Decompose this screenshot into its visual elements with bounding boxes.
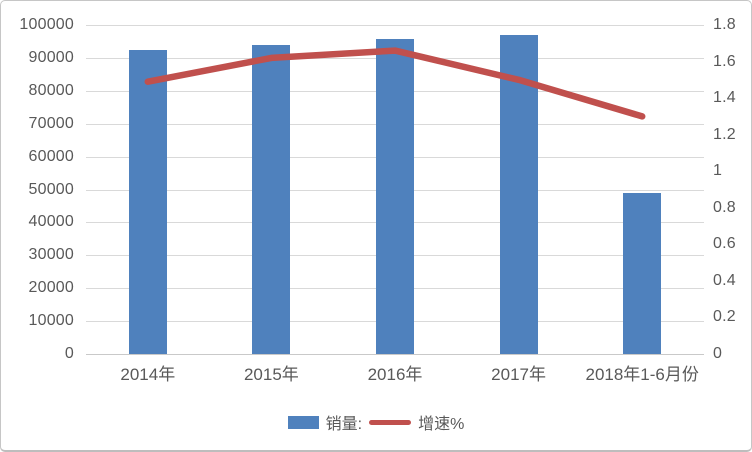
x-axis-line [86, 354, 704, 355]
right-axis-tick: 0.4 [713, 271, 736, 289]
left-axis-tick: 60000 [28, 147, 74, 165]
line-series-layer [144, 47, 646, 120]
legend-label-sales: 销量: [325, 416, 363, 433]
legend-label-growth: 增速% [418, 416, 465, 433]
bar-2014年 [128, 50, 167, 354]
left-axis-tick: 0 [64, 345, 74, 362]
x-axis-label: 2014年 [120, 365, 176, 384]
right-axis-tick: 1.6 [713, 52, 736, 70]
x-axis-label: 2015年 [243, 365, 299, 384]
gridline [86, 25, 704, 26]
bar-2015年 [252, 44, 291, 354]
left-axis-tick: 10000 [28, 312, 74, 330]
right-axis-tick: 1.4 [713, 89, 736, 107]
left-axis-tick: 20000 [28, 279, 74, 297]
bar-series-swatch [287, 415, 319, 429]
bar-2018年1-6月份 [623, 193, 662, 354]
bar-2017年 [499, 35, 538, 354]
right-axis-tick: 0.2 [713, 308, 736, 326]
bar-2016年 [376, 38, 414, 354]
x-axis-label: 2016年 [367, 365, 423, 384]
legend: 销量: 增速% [1, 410, 751, 434]
right-axis-tick: 1 [713, 162, 723, 180]
left-axis-tick: 30000 [28, 246, 74, 264]
x-axis-label: 2018年1-6月份 [585, 365, 699, 384]
line-series-swatch [369, 419, 412, 425]
right-axis-tick: 1.2 [713, 125, 736, 143]
right-axis-tick: 0.8 [713, 198, 736, 216]
right-axis-tick: 1.8 [713, 16, 736, 33]
left-axis-tick: 70000 [28, 114, 74, 132]
right-axis-tick: 0.6 [713, 235, 736, 253]
left-axis-tick: 80000 [28, 81, 74, 99]
right-axis-tick: 0 [713, 345, 723, 362]
left-axis-tick: 50000 [28, 180, 74, 198]
legend-item-growth: 增速% [369, 410, 464, 434]
left-axis-tick: 100000 [19, 16, 74, 33]
x-axis-label: 2017年 [491, 365, 547, 384]
plot-area [86, 25, 704, 355]
left-axis-tick: 90000 [28, 48, 74, 66]
growth-rate-line [144, 47, 646, 120]
legend-item-sales: 销量: [287, 410, 363, 434]
left-axis-tick: 40000 [28, 213, 74, 231]
